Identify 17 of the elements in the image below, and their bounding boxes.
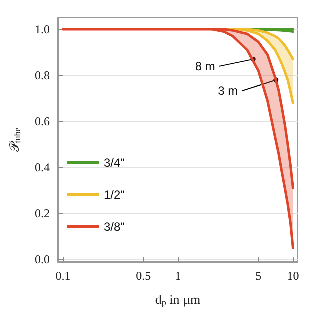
annotation: 8 m	[195, 59, 216, 74]
y-tick-label: 0.4	[35, 160, 50, 175]
x-tick-label: 5	[256, 269, 262, 283]
y-axis-title: 𝒫tube	[7, 128, 22, 152]
legend-label: 3/4"	[104, 156, 125, 170]
x-tick-label: 0.1	[56, 269, 71, 283]
legend-label: 1/2"	[104, 188, 125, 202]
y-tick-label: 1.0	[35, 22, 50, 37]
x-tick-label: 1	[175, 269, 182, 283]
y-tick-label: 0.0	[35, 252, 50, 267]
legend-label: 3/8"	[104, 220, 125, 234]
x-tick-label: 0.5	[136, 269, 152, 283]
y-tick-label: 0.2	[35, 206, 50, 221]
x-tick-label: 10	[287, 269, 300, 283]
annotation: 3 m	[218, 84, 238, 98]
y-tick-label: 0.6	[35, 114, 50, 129]
y-tick-label: 0.8	[35, 68, 50, 83]
